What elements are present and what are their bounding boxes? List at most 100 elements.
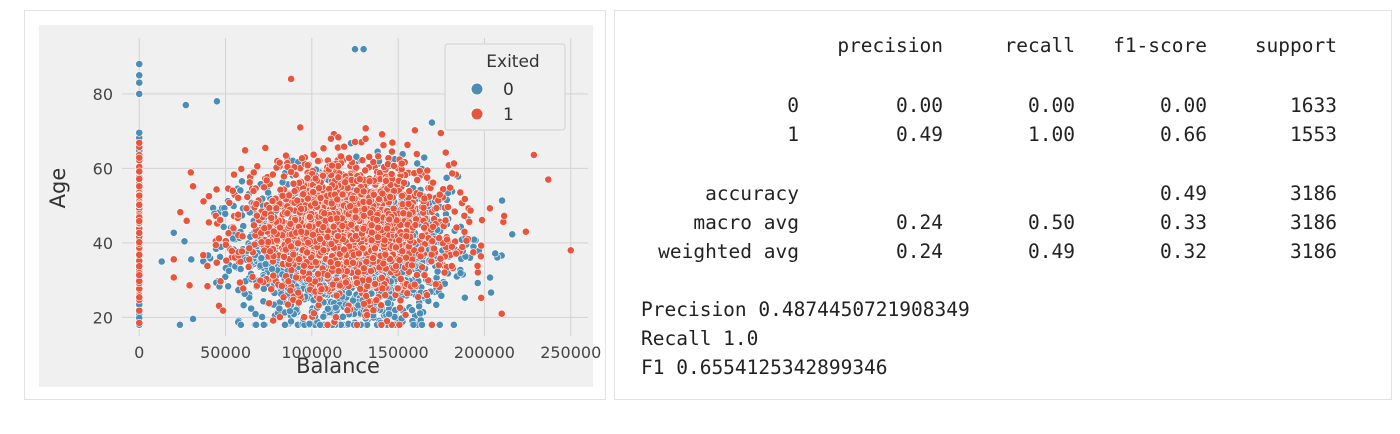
scatter-point-0 — [491, 249, 500, 258]
scatter-point-1 — [252, 211, 261, 220]
scatter-point-1 — [341, 278, 350, 287]
row-support: 1633 — [1290, 94, 1337, 117]
scatter-point-1 — [431, 280, 440, 289]
scatter-point-1 — [444, 203, 452, 211]
scatter-point-1 — [367, 221, 376, 230]
scatter-point-1 — [473, 261, 482, 270]
scatter-point-1 — [293, 196, 302, 205]
scatter-point-1 — [337, 152, 345, 161]
scatter-point-0 — [135, 60, 144, 68]
scatter-point-1 — [469, 248, 478, 257]
scatter-point-1 — [316, 235, 324, 243]
scatter-point-1 — [227, 247, 236, 255]
scatter-point-0 — [498, 196, 506, 205]
report-row-weighted-avg: weighted avg 0.24 0.49 0.32 3186 — [615, 238, 1337, 266]
scatter-point-0 — [135, 128, 144, 137]
scatter-point-1 — [352, 163, 361, 172]
scatter-point-1 — [401, 311, 410, 319]
scatter-point-0 — [508, 230, 517, 239]
legend-title: Exited — [486, 52, 539, 72]
scatter-point-1 — [500, 212, 509, 220]
scatter-point-1 — [261, 143, 270, 152]
scatter-point-1 — [215, 234, 223, 243]
scatter-point-1 — [309, 188, 318, 196]
scatter-point-1 — [224, 229, 233, 238]
axis-ticks: 0 50000 100000 150000 200000 250000 20 40 60 80 — [93, 85, 602, 362]
scatter-point-1 — [377, 301, 386, 310]
scatter-point-1 — [529, 150, 538, 159]
y-tick-label: 80 — [93, 85, 113, 104]
row-precision: 0.00 — [896, 94, 943, 117]
scatter-point-1 — [135, 138, 144, 147]
scatter-chart-panel: 0 50000 100000 150000 200000 250000 20 40 60 80 B… — [24, 10, 606, 400]
scatter-point-1 — [333, 259, 342, 268]
scatter-point-1 — [317, 285, 326, 294]
scatter-point-1 — [286, 286, 295, 295]
scatter-point-1 — [135, 167, 144, 176]
scatter-point-1 — [307, 253, 316, 262]
scatter-point-1 — [222, 256, 231, 265]
scatter-point-1 — [400, 178, 409, 187]
scatter-point-1 — [351, 138, 359, 146]
scatter-point-1 — [249, 187, 258, 195]
scatter-point-1 — [269, 316, 278, 325]
scatter-point-1 — [388, 147, 396, 156]
scatter-point-0 — [432, 300, 441, 309]
scatter-point-1 — [332, 214, 341, 223]
y-tick-label: 20 — [93, 308, 113, 327]
scatter-point-1 — [135, 262, 144, 271]
row-label: weighted avg — [658, 240, 799, 263]
scatter-point-1 — [374, 152, 383, 161]
scatter-point-1 — [260, 183, 268, 192]
x-tick-label: 250000 — [540, 343, 601, 362]
scatter-point-1 — [367, 228, 376, 237]
scatter-point-1 — [440, 268, 449, 277]
scatter-point-1 — [319, 171, 327, 180]
scatter-point-1 — [403, 289, 412, 298]
scatter-point-1 — [359, 211, 368, 220]
scatter-point-1 — [219, 306, 227, 315]
scatter-point-0 — [221, 272, 230, 281]
scatter-point-1 — [249, 168, 258, 177]
scatter-point-1 — [341, 178, 350, 187]
scatter-point-0 — [408, 306, 417, 315]
scatter-point-0 — [189, 315, 197, 323]
scatter-point-0 — [487, 288, 495, 297]
scatter-point-1 — [382, 177, 390, 185]
scatter-point-1 — [441, 216, 450, 225]
scatter-point-0 — [157, 257, 166, 266]
scatter-point-1 — [135, 175, 144, 183]
scatter-point-1 — [176, 208, 185, 217]
scatter-point-1 — [303, 161, 312, 170]
scatter-point-1 — [294, 298, 303, 307]
scatter-point-1 — [373, 215, 381, 224]
scatter-point-1 — [266, 247, 275, 256]
scatter-point-1 — [275, 313, 284, 321]
scatter-point-1 — [465, 217, 474, 226]
scatter-point-0 — [169, 228, 178, 237]
y-tick-label: 40 — [93, 234, 113, 253]
scatter-point-1 — [379, 141, 388, 150]
scatter-point-0 — [287, 317, 295, 326]
scatter-point-1 — [327, 199, 336, 208]
scatter-point-1 — [423, 291, 431, 300]
scatter-point-1 — [289, 250, 298, 259]
scatter-point-0 — [258, 313, 266, 321]
scatter-point-0 — [352, 152, 361, 161]
scatter-point-1 — [135, 293, 144, 302]
x-tick-label: 0 — [134, 343, 144, 362]
scatter-point-1 — [204, 218, 213, 227]
scatter-point-1 — [280, 252, 288, 261]
legend-marker-0 — [470, 82, 484, 96]
scatter-point-1 — [309, 230, 317, 239]
scatter-point-1 — [315, 184, 323, 193]
scatter-point-1 — [323, 320, 332, 329]
scatter-point-0 — [345, 289, 353, 297]
scatter-point-1 — [477, 241, 486, 250]
scatter-point-1 — [169, 273, 178, 282]
scatter-point-1 — [365, 177, 374, 186]
row-label: 0 — [787, 94, 799, 117]
scatter-point-1 — [417, 245, 426, 254]
scatter-point-0 — [239, 301, 248, 310]
scatter-point-1 — [393, 284, 402, 293]
